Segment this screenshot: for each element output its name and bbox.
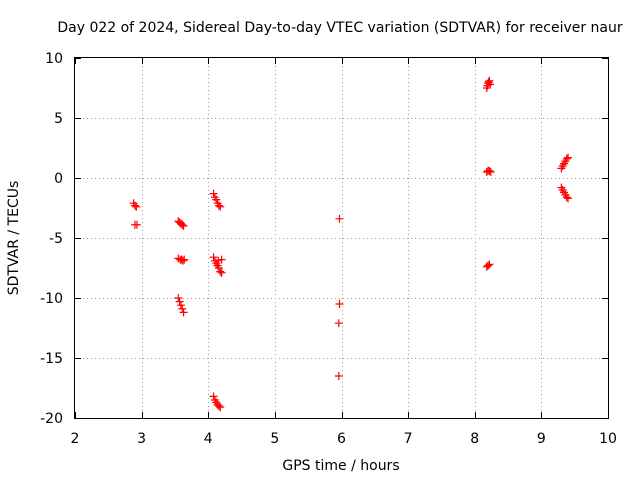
data-point	[132, 202, 141, 211]
x-tick-label: 4	[204, 431, 213, 447]
y-axis-label: SDTVAR / TECUs	[6, 181, 22, 296]
y-tick-label: -5	[49, 231, 63, 247]
x-tick-label: 8	[470, 431, 479, 447]
data-point	[178, 256, 187, 265]
data-point	[485, 76, 494, 85]
data-points	[129, 76, 573, 412]
data-point	[216, 202, 225, 211]
data-point	[214, 201, 223, 210]
y-tick-label: 10	[45, 51, 63, 67]
data-point	[217, 268, 226, 277]
data-point	[334, 319, 343, 328]
y-tick-label: 5	[54, 111, 63, 127]
data-point	[175, 297, 184, 306]
x-tick-label: 9	[537, 431, 546, 447]
data-point	[212, 195, 221, 204]
data-point	[486, 168, 495, 176]
y-tick-label: -15	[40, 351, 63, 367]
x-tick-label: 2	[71, 431, 80, 447]
data-point	[176, 301, 185, 310]
data-point	[216, 403, 225, 412]
data-point	[485, 260, 494, 269]
x-tick-label: 7	[404, 431, 413, 447]
data-point	[214, 264, 223, 272]
data-point	[335, 300, 344, 308]
grid	[75, 58, 608, 418]
data-point	[486, 80, 495, 89]
data-point	[174, 254, 183, 263]
data-point	[179, 222, 188, 230]
x-tick-label: 6	[337, 431, 346, 447]
data-point	[209, 392, 218, 401]
data-point	[179, 308, 188, 317]
x-tick-label: 3	[137, 431, 146, 447]
plot-frame	[74, 57, 609, 419]
data-point	[216, 267, 225, 276]
data-point	[564, 194, 573, 203]
y-tick-label: -10	[40, 291, 63, 307]
data-point	[214, 256, 223, 265]
data-point	[178, 220, 187, 229]
data-point	[178, 304, 187, 313]
data-point	[130, 201, 139, 210]
x-axis-label: GPS time / hours	[282, 458, 399, 474]
axis-ticks	[75, 58, 609, 419]
data-point	[485, 166, 494, 175]
data-point	[209, 253, 218, 262]
data-point	[209, 189, 218, 198]
x-tick-label: 5	[270, 431, 279, 447]
y-tick-labels: -20 -15 -10 -5 0 5 10	[40, 51, 63, 427]
x-tick-labels: 2 3 4 5 6 7 8 9 10	[71, 431, 617, 447]
data-point	[564, 153, 573, 162]
y-tick-label: -20	[40, 411, 63, 427]
data-point	[180, 255, 189, 264]
data-point	[214, 402, 223, 410]
data-point	[132, 220, 141, 229]
data-point	[174, 294, 183, 302]
data-point	[335, 214, 344, 223]
data-point	[562, 154, 571, 163]
data-point	[562, 193, 571, 202]
x-tick-label: 10	[599, 431, 617, 447]
y-tick-label: 0	[54, 171, 63, 187]
data-point	[334, 372, 343, 380]
data-point	[217, 255, 226, 264]
chart-title: Day 022 of 2024, Sidereal Day-to-day VTE…	[57, 20, 623, 36]
data-point	[484, 261, 493, 270]
